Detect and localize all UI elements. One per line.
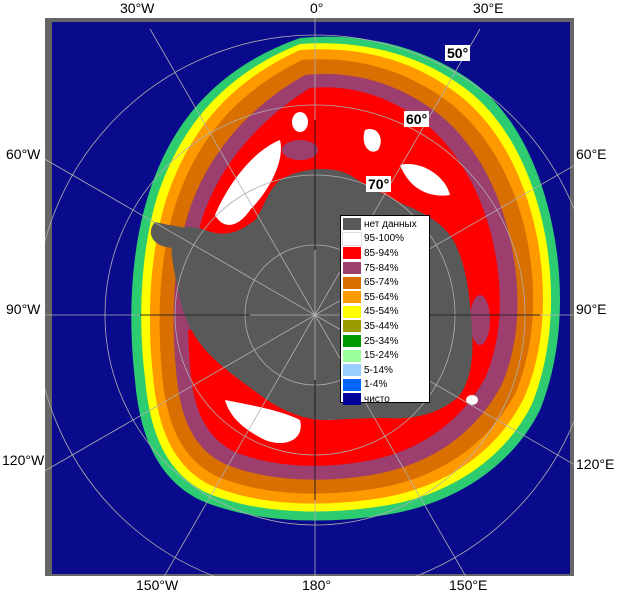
legend-item: 25-34% <box>343 334 427 349</box>
legend-item: 85-94% <box>343 246 427 261</box>
lon-label-top-2: 0° <box>310 0 324 16</box>
lon-label-top-3: 30°E <box>473 0 504 16</box>
legend-swatch <box>343 320 361 333</box>
lon-label-bottom-3: 150°E <box>449 577 488 593</box>
ice-patch-purple <box>282 140 318 160</box>
ice-patch-white <box>466 395 478 405</box>
legend-label: 95-100% <box>364 233 405 245</box>
ice-concentration-legend: нет данных 95-100% 85-94% 75-84% 65-74% 55-64… <box>340 215 430 406</box>
antarctic-peninsula <box>150 222 205 249</box>
ice-patch-white <box>225 400 301 444</box>
legend-label: 45-54% <box>364 306 399 318</box>
legend-label: 65-74% <box>364 277 399 289</box>
legend-swatch <box>343 393 361 406</box>
legend-swatch <box>343 305 361 318</box>
lat-label-60: 60° <box>404 111 430 127</box>
lon-label-left-1: 60°W <box>6 146 41 162</box>
ice-patch-white <box>363 129 381 152</box>
legend-label: чисто <box>364 393 390 405</box>
legend-swatch <box>343 378 361 391</box>
legend-label: 85-94% <box>364 247 399 259</box>
lat-label-50: 50° <box>445 45 471 61</box>
legend-label: 55-64% <box>364 291 399 303</box>
ice-patch-white <box>215 140 281 225</box>
legend-label: 1-4% <box>364 379 388 391</box>
legend-label: 25-34% <box>364 335 399 347</box>
legend-item: чисто <box>343 392 427 407</box>
legend-swatch <box>343 349 361 362</box>
legend-label: 75-84% <box>364 262 399 274</box>
lon-label-bottom-1: 150°W <box>136 577 179 593</box>
legend-item: 1-4% <box>343 378 427 393</box>
legend-swatch <box>343 291 361 304</box>
legend-swatch <box>343 276 361 289</box>
legend-label: 15-24% <box>364 350 399 362</box>
legend-label: 5-14% <box>364 364 393 376</box>
ice-patch-purple <box>470 295 490 345</box>
lat-label-70: 70° <box>366 176 392 192</box>
legend-swatch <box>343 364 361 377</box>
legend-label: 35-44% <box>364 320 399 332</box>
lon-label-right-2: 90°E <box>576 301 607 317</box>
legend-item: 55-64% <box>343 290 427 305</box>
legend-item: 35-44% <box>343 319 427 334</box>
ice-patch-white <box>400 164 450 196</box>
legend-item: 45-54% <box>343 305 427 320</box>
legend-item: 65-74% <box>343 275 427 290</box>
lon-label-left-2: 90°W <box>6 301 41 317</box>
legend-item: 95-100% <box>342 231 427 247</box>
ice-patch-white <box>292 112 308 132</box>
legend-swatch <box>343 335 361 348</box>
lon-label-top-1: 30°W <box>120 0 155 16</box>
legend-swatch <box>343 262 361 275</box>
legend-swatch <box>343 218 361 231</box>
legend-swatch <box>342 231 362 246</box>
legend-item: 15-24% <box>343 348 427 363</box>
legend-item: 75-84% <box>343 261 427 276</box>
legend-item: нет данных <box>343 217 427 232</box>
lon-label-bottom-2: 180° <box>302 577 331 593</box>
legend-item: 5-14% <box>343 363 427 378</box>
lon-label-left-3: 120°W <box>2 452 45 468</box>
lon-label-right-1: 60°E <box>576 146 607 162</box>
legend-label: нет данных <box>364 218 417 230</box>
lon-label-right-3: 120°E <box>576 456 615 472</box>
legend-swatch <box>343 247 361 260</box>
